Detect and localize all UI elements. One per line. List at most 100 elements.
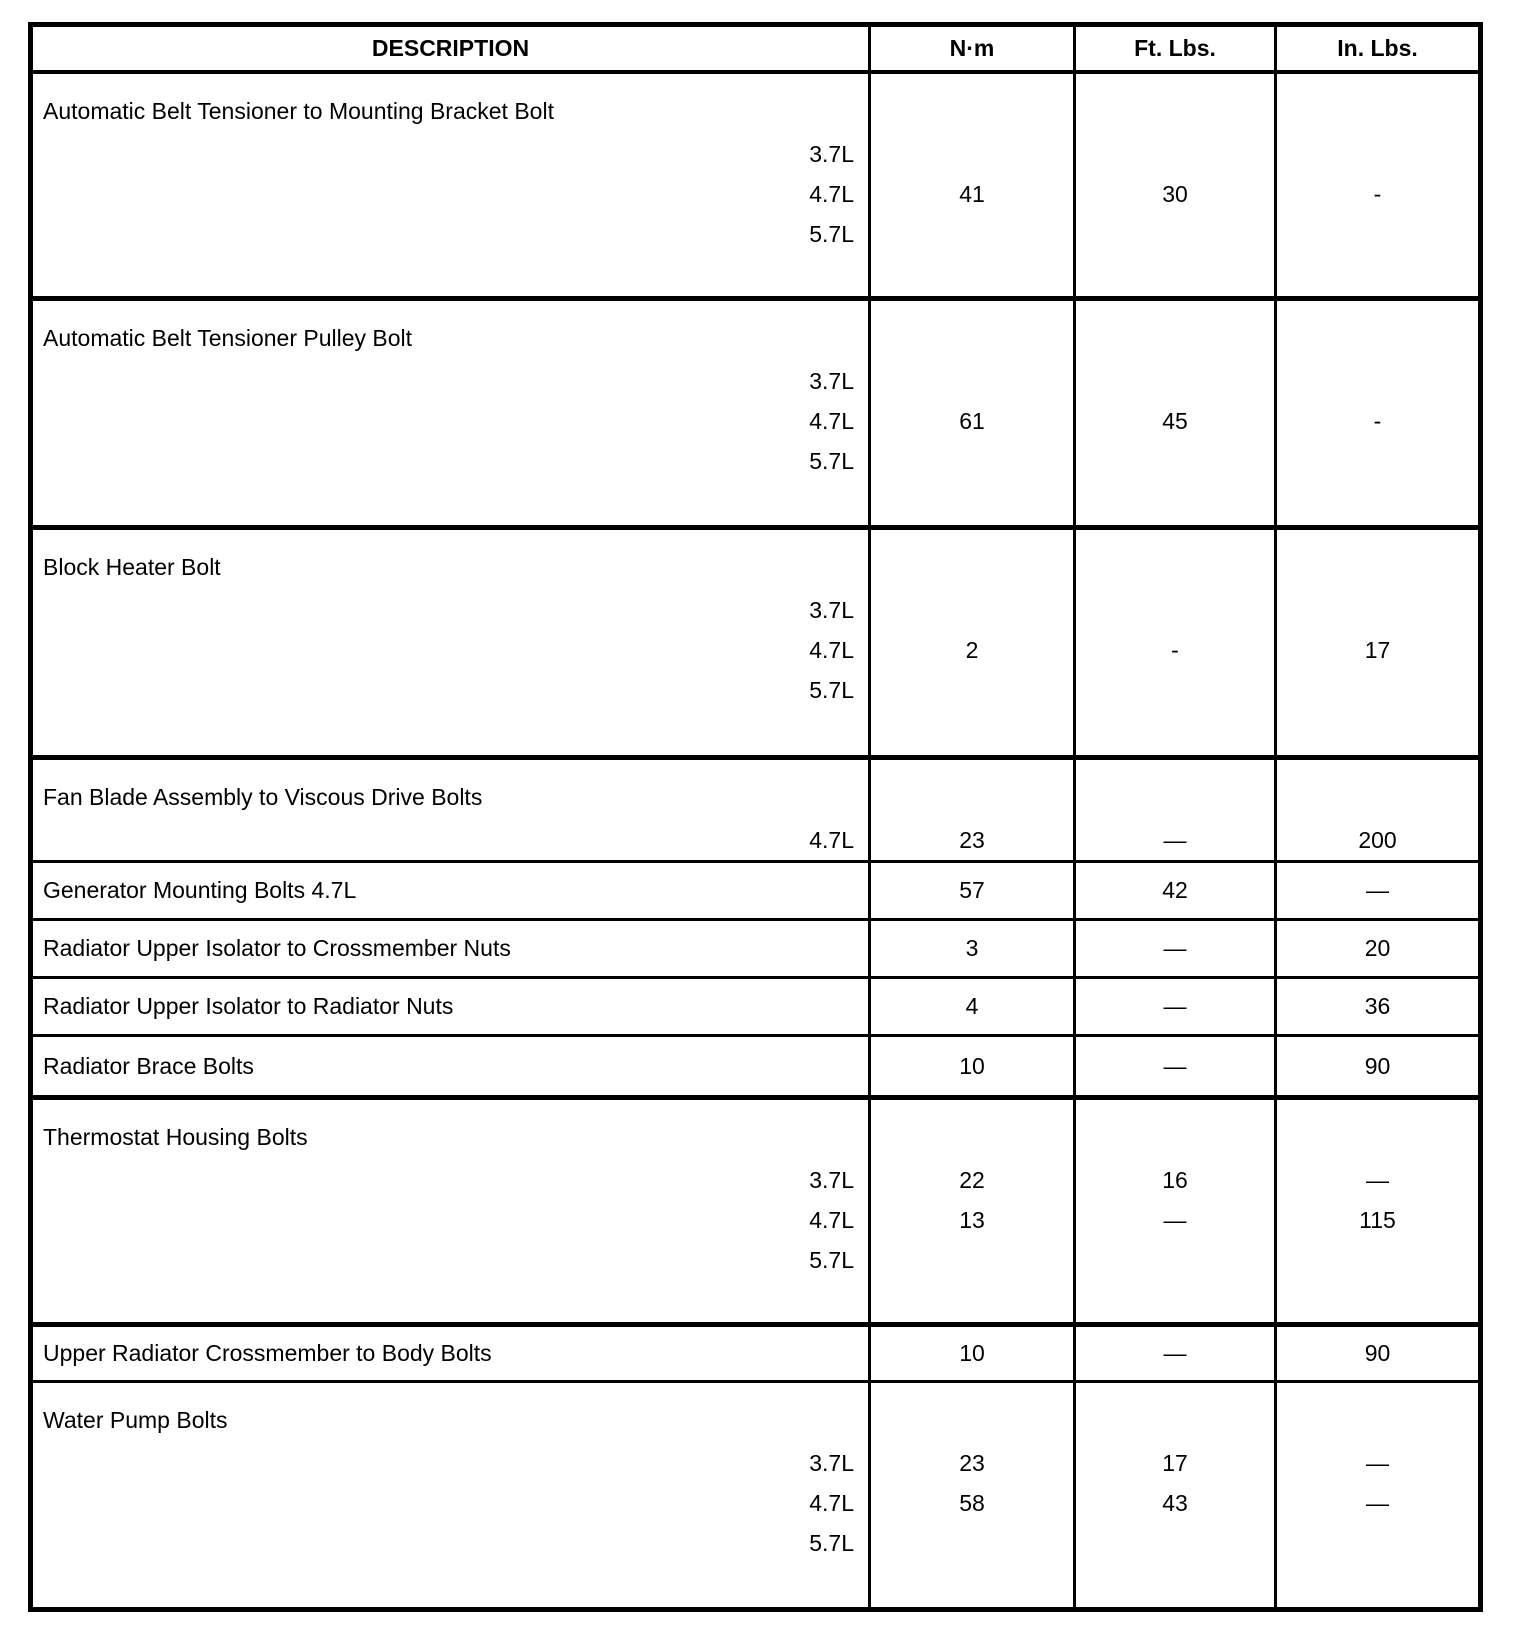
engine-label: 5.7L (809, 1530, 854, 1556)
row-description: Automatic Belt Tensioner Pulley Bolt (43, 325, 413, 351)
torque-value (873, 670, 1072, 710)
torque-value (1078, 441, 1273, 481)
value-cell-in_lbs: - (1274, 297, 1482, 530)
table-row: Automatic Belt Tensioner to Mounting Bra… (29, 70, 1482, 301)
torque-value (1078, 670, 1273, 710)
value-cell-in_lbs: 17 (1274, 526, 1482, 760)
header-ft-lbs: Ft. Lbs. (1073, 23, 1277, 74)
value-cell-in_lbs: — — (1274, 1380, 1482, 1611)
torque-value: 4 (868, 976, 1076, 1037)
torque-value: 61 (959, 408, 985, 434)
value-cell-nm: 23 58 (868, 1380, 1076, 1611)
table-row: Upper Radiator Crossmember to Body Bolts… (29, 1323, 1482, 1383)
torque-value: 30 (1162, 180, 1188, 207)
engine-label: 4.7L (809, 637, 854, 663)
spacer (1078, 761, 1273, 821)
value-cell-ft_lbs: 45 (1073, 297, 1277, 530)
value-cell-nm: 22 13 (868, 1096, 1076, 1327)
value-cell-in_lbs: — 115 (1274, 1096, 1482, 1327)
torque-value: — (1274, 860, 1482, 921)
description-cell: Block Heater Bolt 3.7L 4.7L 5.7L (29, 526, 871, 760)
value-cell-in_lbs: 200 (1274, 756, 1482, 863)
value-cell-nm: 23 (868, 756, 1076, 863)
spacer (1078, 302, 1273, 362)
table-body: Automatic Belt Tensioner to Mounting Bra… (29, 70, 1482, 1611)
engine-label: 3.7L (809, 140, 854, 167)
torque-value (1078, 214, 1273, 254)
table-row: Automatic Belt Tensioner Pulley Bolt 3.7L… (29, 297, 1482, 530)
table-row: Thermostat Housing Bolts 3.7L 4.7L 5.7L 22 13… (29, 1096, 1482, 1327)
row-description: Automatic Belt Tensioner to Mounting Bra… (43, 97, 554, 124)
description-cell: Thermostat Housing Bolts 3.7L 4.7L 5.7L (29, 1096, 871, 1327)
spacer (1279, 75, 1478, 134)
spacer (873, 1101, 1072, 1161)
torque-value (1078, 1523, 1273, 1563)
value-cell-ft_lbs: — (1073, 756, 1277, 863)
torque-value: 20 (1274, 918, 1482, 979)
value-cell-nm: 2 (868, 526, 1076, 760)
description-cell: Fan Blade Assembly to Viscous Drive Bolt… (29, 756, 871, 863)
spacer (1279, 1101, 1478, 1161)
spacer (873, 531, 1072, 591)
row-description: Upper Radiator Crossmember to Body Bolts (29, 1323, 871, 1383)
torque-value: 115 (1359, 1207, 1396, 1233)
engine-label: 3.7L (809, 597, 854, 623)
spacer (1279, 531, 1478, 591)
spacer (873, 761, 1072, 821)
spacer (1279, 302, 1478, 362)
engine-label: 5.7L (809, 1247, 854, 1273)
engine-label: 4.7L (809, 180, 854, 207)
torque-value: 90 (1274, 1323, 1482, 1383)
spacer (873, 302, 1072, 362)
table-row: Radiator Upper Isolator to Radiator Nuts… (29, 976, 1482, 1037)
spacer (1279, 1385, 1478, 1444)
torque-value: 17 (1162, 1450, 1188, 1476)
row-description: Radiator Brace Bolts (29, 1034, 871, 1100)
spacer (1078, 75, 1273, 134)
torque-value (873, 1240, 1072, 1280)
torque-value: — (1366, 1450, 1389, 1476)
torque-value: 23 (959, 827, 985, 853)
engine-label: 3.7L (809, 1450, 854, 1476)
torque-value (1078, 361, 1273, 401)
spacer (1279, 761, 1478, 821)
engine-label: 4.7L (809, 408, 854, 434)
torque-value: 23 (959, 1450, 985, 1476)
table-row: Block Heater Bolt 3.7L 4.7L 5.7L 2 - 17 (29, 526, 1482, 760)
torque-value (873, 134, 1072, 174)
torque-value: 2 (965, 637, 979, 663)
torque-value (1078, 590, 1273, 630)
table-row: Fan Blade Assembly to Viscous Drive Bolt… (29, 756, 1482, 863)
torque-value (873, 441, 1072, 481)
torque-value: 57 (868, 860, 1076, 921)
table-row: Water Pump Bolts 3.7L 4.7L 5.7L 23 58 17 43— — (29, 1380, 1482, 1611)
torque-value (1078, 134, 1273, 174)
row-description: Block Heater Bolt (43, 554, 221, 580)
torque-value: — (1163, 1207, 1187, 1233)
row-description: Radiator Upper Isolator to Crossmember N… (29, 918, 871, 979)
spacer (1078, 1101, 1273, 1161)
torque-value: - (1373, 408, 1382, 434)
engine-label: 4.7L (809, 1207, 854, 1233)
value-cell-ft_lbs: - (1073, 526, 1277, 760)
torque-value: 58 (959, 1490, 985, 1516)
torque-value: 200 (1358, 827, 1397, 853)
torque-value: 17 (1364, 637, 1391, 663)
value-cell-nm: 61 (868, 297, 1076, 530)
header-description: DESCRIPTION (29, 23, 871, 74)
engine-label: 4.7L (809, 1490, 854, 1516)
header-nm: N·m (868, 23, 1076, 74)
torque-value: — (1366, 1490, 1389, 1516)
description-cell: Water Pump Bolts 3.7L 4.7L 5.7L (29, 1380, 871, 1611)
torque-value (1279, 361, 1478, 401)
description-cell: Automatic Belt Tensioner to Mounting Bra… (29, 70, 871, 301)
row-description: Fan Blade Assembly to Viscous Drive Bolt… (43, 784, 483, 810)
row-description: Radiator Upper Isolator to Radiator Nuts (29, 976, 871, 1037)
engine-label: 4.7L (809, 827, 854, 853)
torque-value: — (1073, 1034, 1277, 1100)
header-row: DESCRIPTION N·m Ft. Lbs. In. Lbs. (29, 23, 1482, 74)
spacer (873, 1385, 1072, 1444)
torque-value: 22 (959, 1167, 985, 1193)
engine-label: 3.7L (809, 1167, 854, 1193)
